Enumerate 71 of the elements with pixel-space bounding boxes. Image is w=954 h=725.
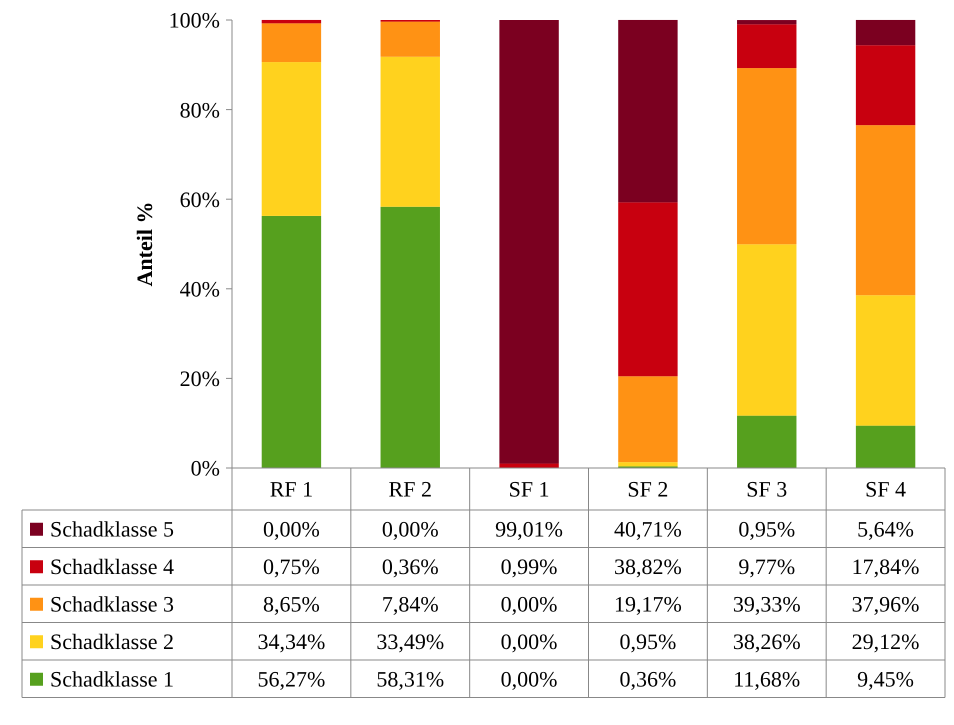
legend-label: Schadklasse 3 xyxy=(50,591,174,616)
data-label: 39,33% xyxy=(732,591,801,616)
data-label: 8,65% xyxy=(263,591,320,616)
bar xyxy=(380,56,440,207)
bar xyxy=(380,22,440,57)
data-label: 99,01% xyxy=(495,516,563,542)
data-label: 0,99% xyxy=(500,554,558,579)
x-tick-label: RF 1 xyxy=(270,476,314,502)
x-tick-label: SF 1 xyxy=(508,476,550,502)
data-label: 56,27% xyxy=(258,666,326,692)
data-label: 7,84% xyxy=(382,591,439,616)
y-tick-label: 40% xyxy=(180,276,220,302)
bar xyxy=(380,206,440,468)
data-label: 0,36% xyxy=(382,554,439,579)
bar xyxy=(856,125,916,296)
y-tick-label: 0% xyxy=(190,456,220,481)
data-label: 17,84% xyxy=(852,554,920,579)
y-axis-title: Anteil % xyxy=(132,202,157,286)
data-label: 0,00% xyxy=(500,666,558,692)
data-label: 0,95% xyxy=(620,628,676,654)
data-label: 9,45% xyxy=(857,666,914,692)
legend-label: Schadklasse 4 xyxy=(50,554,174,579)
y-tick-label: 80% xyxy=(180,97,220,122)
bar xyxy=(262,216,322,468)
data-label: 38,26% xyxy=(732,628,801,654)
data-label: 38,82% xyxy=(614,554,682,579)
data-label: 58,31% xyxy=(376,666,444,692)
bar xyxy=(262,23,322,62)
legend-label: Schadklasse 5 xyxy=(50,516,174,542)
bar xyxy=(618,20,678,202)
data-label: 34,34% xyxy=(258,628,326,654)
bar xyxy=(499,464,559,468)
data-label: 5,64% xyxy=(857,516,914,542)
bar xyxy=(737,416,796,468)
bar xyxy=(856,295,916,426)
data-label: 0,00% xyxy=(263,516,320,542)
x-tick-label: SF 2 xyxy=(627,476,668,502)
bar xyxy=(737,20,796,24)
x-tick-label: RF 2 xyxy=(388,476,432,502)
x-tick-label: SF 4 xyxy=(865,476,906,502)
bar xyxy=(262,62,322,216)
y-tick-label: 20% xyxy=(180,366,220,392)
data-label: 0,75% xyxy=(263,554,320,579)
data-label: 11,68% xyxy=(733,666,800,692)
bar xyxy=(618,202,678,376)
y-tick-label: 60% xyxy=(180,186,220,212)
legend-label: Schadklasse 2 xyxy=(50,628,174,654)
bar xyxy=(618,376,678,462)
data-label: 9,77% xyxy=(738,554,796,579)
bar xyxy=(737,244,796,416)
bar xyxy=(856,20,916,46)
data-label: 33,49% xyxy=(376,628,444,654)
bar xyxy=(262,20,322,24)
y-tick-label: 100% xyxy=(168,8,220,33)
bar xyxy=(737,68,796,244)
bar xyxy=(499,20,559,464)
bar xyxy=(737,24,796,68)
x-tick-label: SF 3 xyxy=(746,476,788,502)
data-label: 0,36% xyxy=(620,666,676,692)
data-label: 37,96% xyxy=(852,591,920,616)
bar xyxy=(856,45,916,126)
data-label: 40,71% xyxy=(614,516,682,542)
data-label: 0,95% xyxy=(738,516,796,542)
bar xyxy=(856,426,916,468)
legend-label: Schadklasse 1 xyxy=(50,666,174,692)
data-label: 0,00% xyxy=(382,516,439,542)
data-label: 0,00% xyxy=(500,628,558,654)
data-label: 19,17% xyxy=(614,591,682,616)
data-label: 29,12% xyxy=(852,628,920,654)
bar xyxy=(618,462,678,466)
data-label: 0,00% xyxy=(500,591,558,616)
